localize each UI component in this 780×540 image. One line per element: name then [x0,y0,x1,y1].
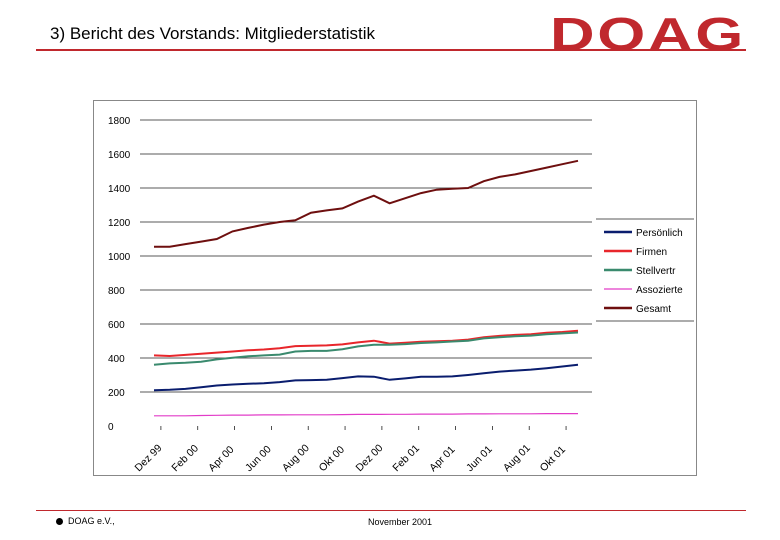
x-tick-label: Feb 00 [169,442,201,474]
legend-label: Assozierte [636,285,683,296]
x-tick-label: Apr 00 [206,444,236,474]
bullet-icon [56,518,63,525]
logo-text: DOAG [550,10,746,56]
series-line-0 [153,363,579,392]
y-tick-label: 0 [108,422,114,433]
x-tick-label: Aug 01 [501,442,533,474]
x-tick-label: Feb 01 [390,442,422,474]
legend-label: Gesamt [636,304,671,315]
legend-label: Firmen [636,247,667,258]
y-tick-label: 1400 [108,184,131,195]
x-tick-label: Okt 00 [317,444,347,474]
series-line-2 [153,331,579,366]
legend-label: Persönlich [636,228,683,239]
y-tick-label: 1800 [108,116,131,127]
footer-org-label: DOAG e.V., [68,516,115,526]
doag-logo: DOAG [550,10,746,56]
y-tick-label: 400 [108,354,125,365]
legend-label: Stellvertr [636,266,676,277]
x-tick-label: Apr 01 [427,444,457,474]
x-tick-label: Jun 01 [464,443,495,474]
series-line-1 [153,329,579,358]
series-line-3 [154,413,578,417]
y-tick-label: 600 [108,320,125,331]
x-tick-label: Dez 00 [354,442,386,474]
x-tick-label: Aug 00 [280,442,312,474]
y-tick-label: 800 [108,286,125,297]
chart-frame: 0 200 400 600 800 1000 1200 1400 1600 1800 Dez 99 F… [93,100,697,476]
footer-organization: DOAG e.V., [56,516,115,526]
footer-date: November 2001 [368,517,433,527]
footer-divider [36,510,746,511]
page-title: 3) Bericht des Vorstands: Mitgliederstat… [50,24,376,43]
y-tick-label: 1000 [108,252,131,263]
x-tick-label: Jun 00 [243,443,274,474]
x-tick-label: Okt 01 [538,444,568,474]
title-divider [36,49,746,51]
y-tick-label: 1600 [108,150,131,161]
y-tick-label: 1200 [108,218,131,229]
series-line-4 [154,159,579,248]
y-tick-label: 200 [108,388,125,399]
x-tick-label: Dez 99 [133,442,165,474]
